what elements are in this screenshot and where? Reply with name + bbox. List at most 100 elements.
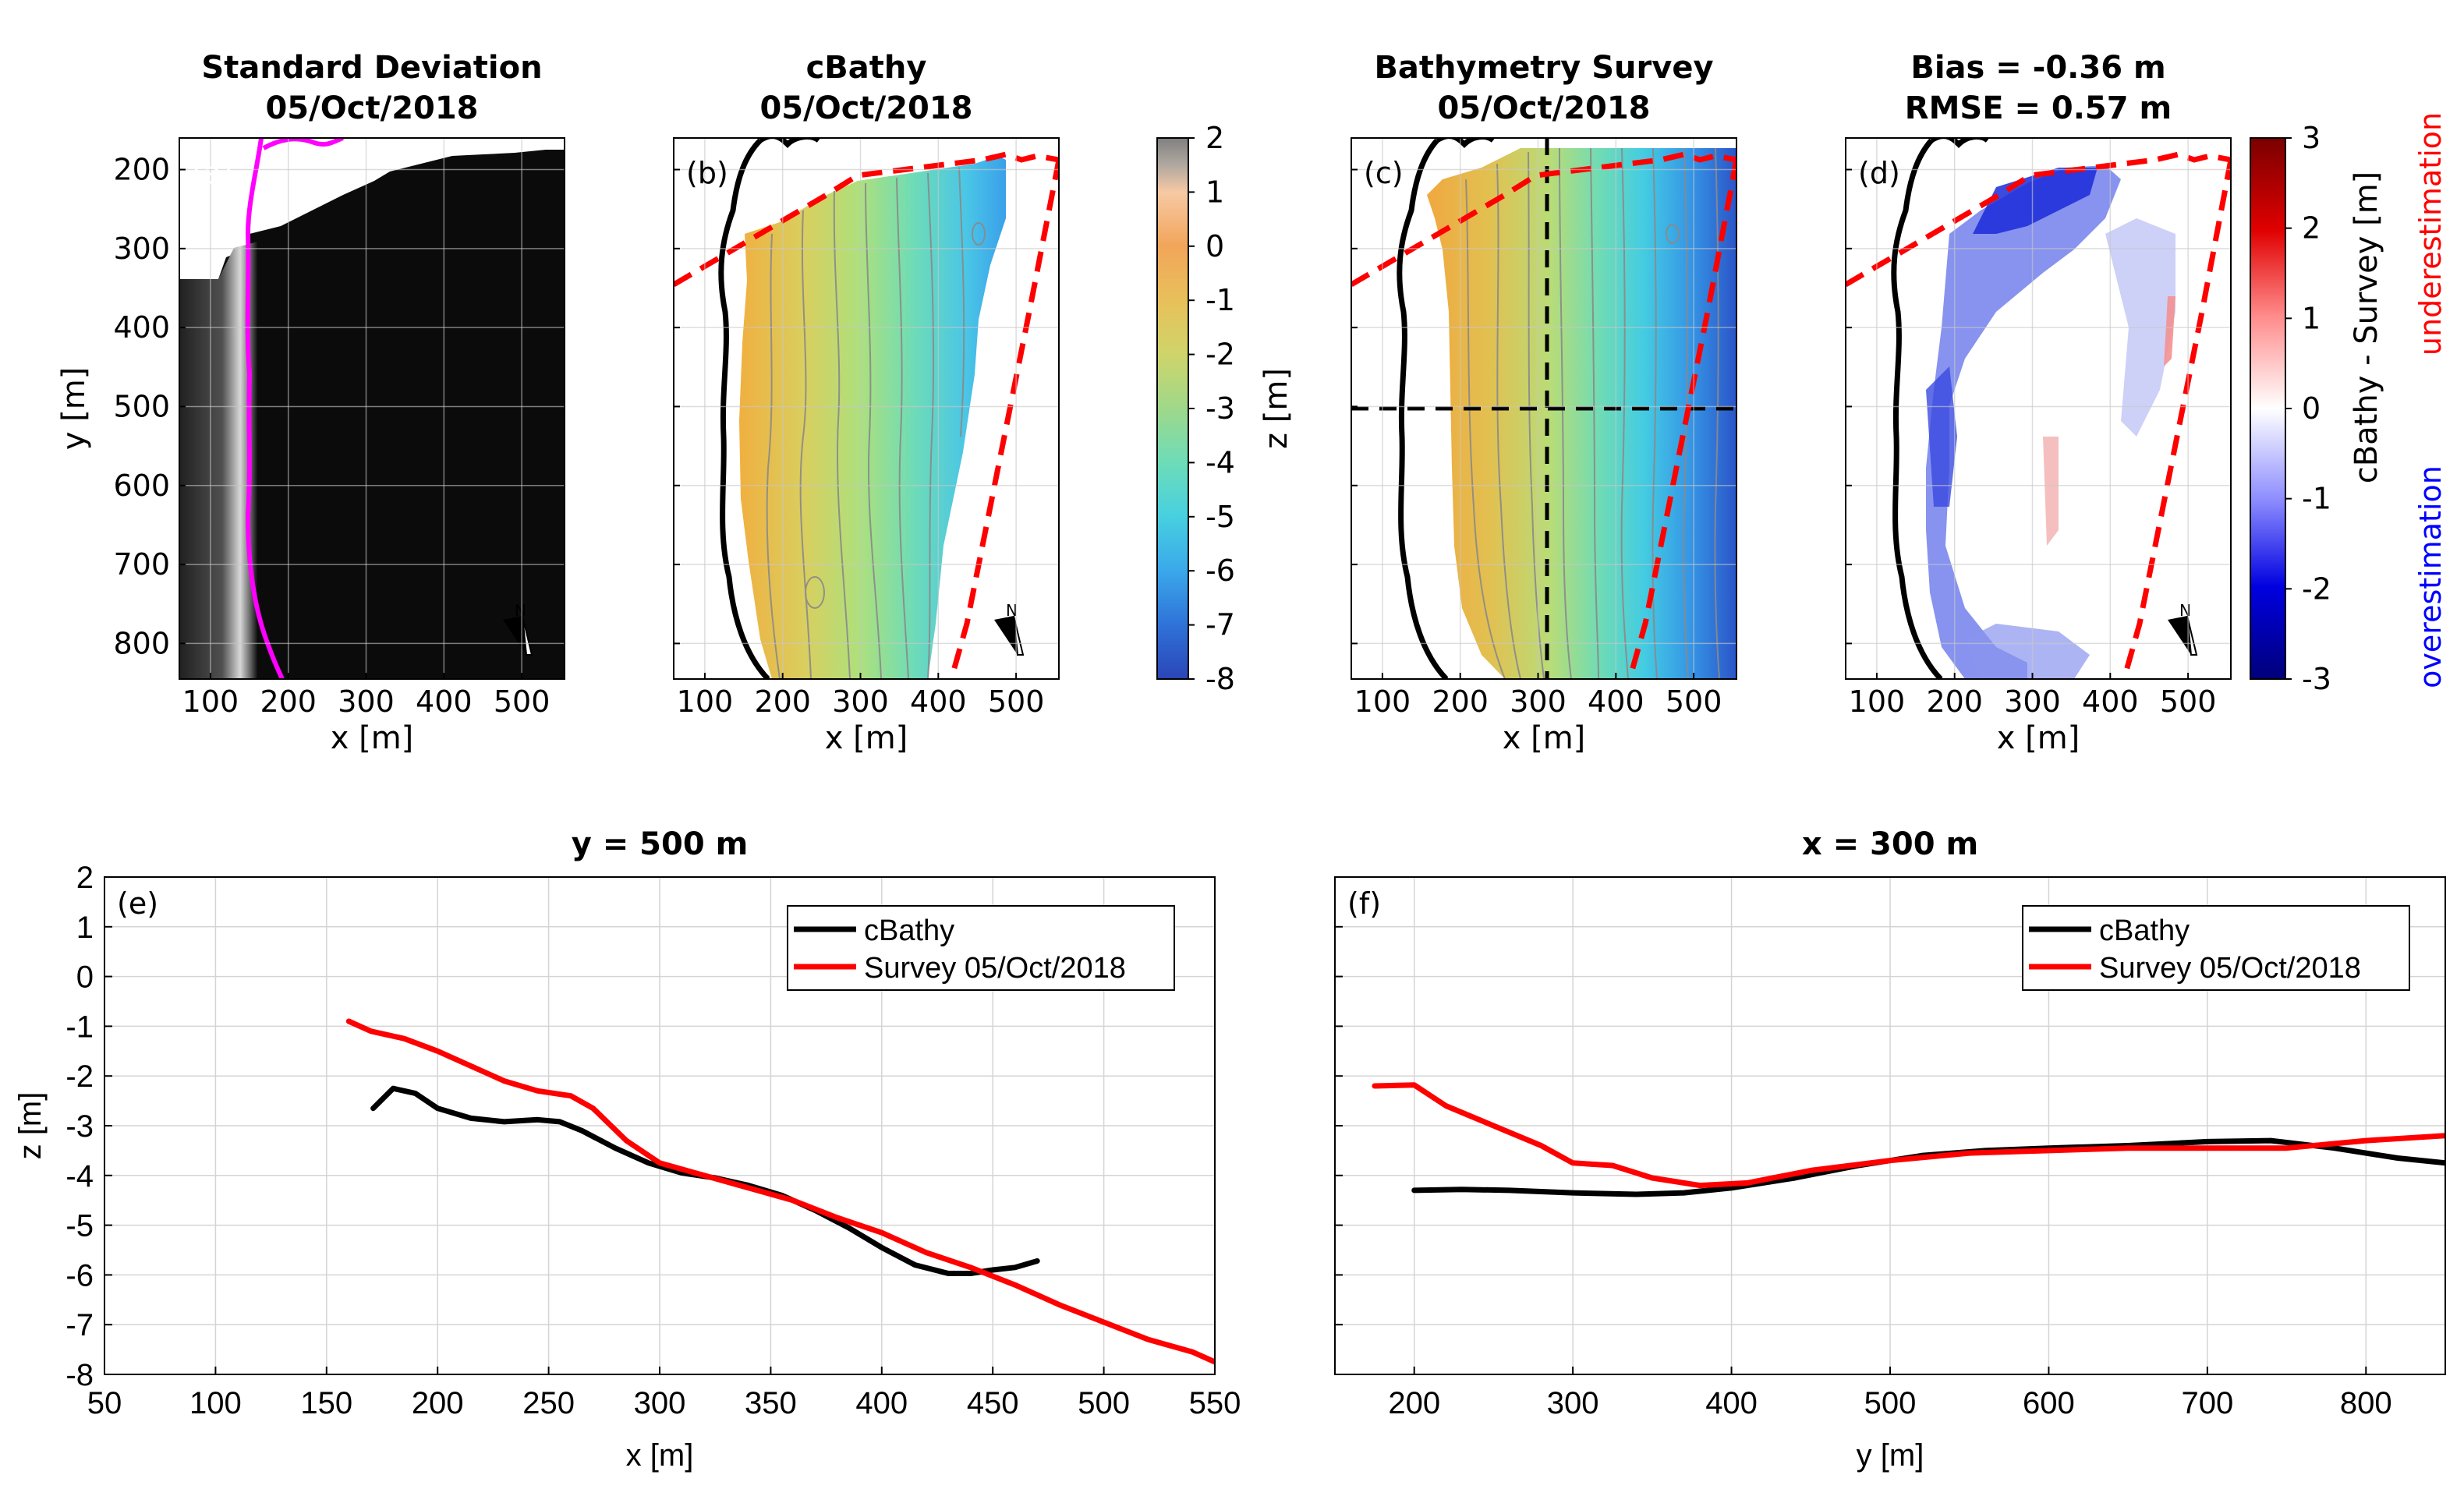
colorbar-difference-tick-label: -3 [2302,662,2331,696]
legend-box [2022,905,2410,991]
chart-f-legend: cBathy Survey 05/Oct/2018 [2022,905,2410,991]
x-tick-label: 600 [2023,1386,2075,1420]
series-line-survey [345,1018,1215,1365]
y-tick-label: -4 [65,1159,94,1194]
colorbar-z-tick-label: -1 [1205,283,1235,317]
colorbar-z-tick-label: -2 [1205,338,1235,372]
x-tick-label: 300 [1547,1386,1599,1420]
colorbar-difference: 3 2 1 0 -1 -2 -3 cBathy - Survey [m] underesti… [2250,112,2448,696]
panel-b-title-line1: cBathy [806,50,927,86]
chart-f-xlabel: y [m] [1857,1438,1924,1473]
chart-e-legend: cBathy Survey 05/Oct/2018 [787,905,1175,991]
x-tick-label: 200 [1432,684,1489,719]
legend-label: cBathy [2099,914,2190,947]
colorbar-difference-tick-label: 3 [2302,121,2321,155]
y-tick-label: -5 [65,1209,94,1243]
colorbar-z-tick-label: 1 [1205,175,1224,209]
colorbar-z-tick-label: -6 [1205,554,1235,588]
panel-a-title-line2: 05/Oct/2018 [265,90,478,126]
x-tick-label: 300 [338,684,395,719]
shoreline-top [1436,138,1496,148]
panel-d-letter: (d) [1858,156,1900,190]
x-tick-label: 100 [1849,684,1906,719]
panel-d-frame [1845,137,2232,680]
y-tick-label: 600 [113,469,170,503]
line-chart-f: x = 300 m 200 300 400 500 600 700 800 (f) y [m… [1334,826,2446,1473]
colorbar-z: 2 1 0 -1 -2 -3 -4 -5 -6 -7 -8 z [m] [1156,121,1294,696]
colorbar-z-tick-label: -3 [1205,391,1235,426]
colorbar-difference-tick-label: 1 [2302,301,2321,335]
cbathy-field [739,156,1006,679]
north-label: N [2179,601,2191,620]
y-tick-label: 1 [76,911,94,945]
colorbar-difference-tick-label: -2 [2302,571,2331,606]
x-tick-label: 550 [1189,1386,1241,1420]
y-tick-label: -1 [65,1010,94,1044]
panel-c-frame [1351,137,1737,680]
panel-a-frame [179,137,565,680]
panel-b-title-line2: 05/Oct/2018 [759,90,972,126]
x-tick-label: 200 [412,1386,464,1420]
north-label: N [1006,601,1018,620]
x-tick-label: 400 [416,684,473,719]
x-tick-label: 100 [677,684,734,719]
x-tick-label: 300 [1510,684,1567,719]
panel-d-title-line2: RMSE = 0.57 m [1905,90,2172,126]
x-tick-label: 100 [1354,684,1411,719]
domain-boundary-top [674,151,1059,288]
panel-a-letter: (a) [192,156,233,190]
cbathy-contours [766,167,986,679]
y-tick-label: 500 [113,389,170,423]
y-tick-label: 200 [113,153,170,187]
line-chart-e: y = 500 m 50 100 150 200 250 300 350 400 450 500 5… [13,826,1241,1473]
panel-b-xlabel: x [m] [825,720,908,756]
x-tick-label: 200 [260,684,317,719]
panel-d-xlabel: x [m] [1997,720,2080,756]
map-panel-bathymetry-survey: Bathymetry Survey 05/Oct/2018 [1351,50,1737,756]
colorbar-z-tick-label: -8 [1205,662,1235,696]
x-tick-label: 350 [745,1386,797,1420]
x-tick-label: 200 [754,684,811,719]
colorbar-note-overestimation: overestimation [2413,465,2448,688]
legend-label: Survey 05/Oct/2018 [864,952,1126,985]
series-line-survey [1372,1082,2445,1189]
survey-contours [1465,147,1720,679]
domain-boundary-right [2121,159,2231,679]
panel-b-letter: (b) [686,156,728,190]
x-tick-label: 400 [910,684,967,719]
std-image-swash [179,242,257,679]
colorbar-z-label: z [m] [1259,368,1294,449]
y-tick-label: -6 [65,1258,94,1293]
y-tick-label: 400 [113,310,170,345]
chart-e-ylabel: z [m] [13,1092,48,1160]
shoreline [718,138,770,679]
panel-a-title-line1: Standard Deviation [201,50,542,86]
colorbar-z-tick-label: 0 [1205,229,1224,263]
domain-boundary-top [1846,151,2231,288]
x-tick-label: 200 [1926,684,1983,719]
shoreline-top [1930,138,1990,148]
panel-a-ylabel: y [m] [56,367,92,451]
x-tick-label: 800 [2340,1386,2392,1420]
north-label: N [515,601,526,620]
legend-label: Survey 05/Oct/2018 [2099,952,2361,985]
colorbar-z-tick-label: -5 [1205,500,1235,534]
x-tick-label: 400 [2082,684,2139,719]
colorbar-z-tick-label: 2 [1205,121,1224,155]
shoreline-top [759,138,821,148]
map-panel-difference: Bias = -0.36 m RMSE = 0.57 m N [1845,50,2232,756]
x-tick-label: 200 [1388,1386,1440,1420]
chart-f-title: x = 300 m [1802,826,1978,862]
colorbar-difference-tick-label: -1 [2302,482,2331,516]
x-tick-label: 450 [967,1386,1019,1420]
x-tick-label: 700 [2181,1386,2233,1420]
y-tick-label: 0 [76,960,94,995]
legend-label: cBathy [864,914,954,947]
shoreline [1891,138,1943,679]
colorbar-difference-label: cBathy - Survey [m] [2349,172,2384,484]
panel-d-title-line1: Bias = -0.36 m [1910,50,2165,86]
x-tick-label: 500 [1666,684,1722,719]
chart-e-panel-letter: (e) [117,886,158,921]
domain-boundary-right [948,159,1059,679]
